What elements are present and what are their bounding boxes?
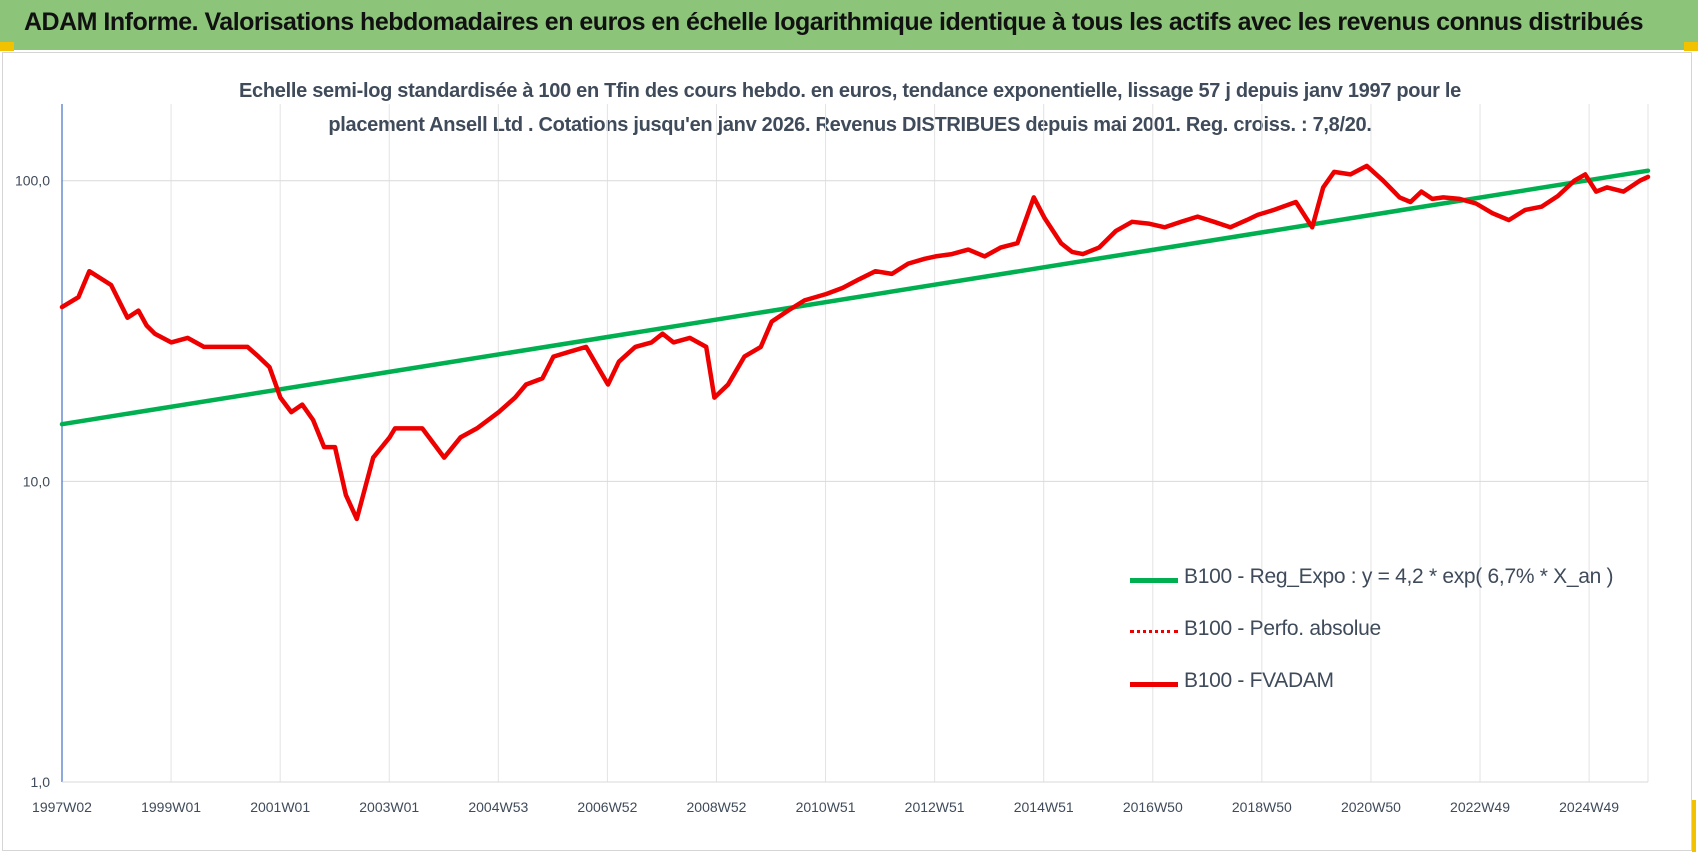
chart-subtitle-line-1: Echelle semi-log standardisée à 100 en T… — [239, 80, 1461, 102]
x-axis-tick-labels: 1997W02 1999W01 2001W01 2003W01 2004W53 2006W… — [32, 799, 1619, 815]
legend-item-performance: B100 - Perfo. absolue — [1130, 614, 1650, 666]
corner-mark-top-left — [0, 42, 14, 51]
side-mark-right — [1692, 800, 1696, 852]
corner-mark-top-right — [1684, 42, 1698, 51]
page-title: ADAM Informe. Valorisations hebdomadaire… — [24, 8, 1643, 36]
regression-line — [59, 168, 1651, 427]
x-tick-label: 2012W51 — [905, 799, 965, 815]
x-tick-label: 2020W50 — [1341, 799, 1401, 815]
x-tick-label: 1997W02 — [32, 799, 92, 815]
x-tick-label: 2024W49 — [1559, 799, 1619, 815]
legend-label-regression: B100 - Reg_Expo : y = 4,2 * exp( 6,7% * … — [1184, 565, 1614, 588]
x-tick-label: 1999W01 — [141, 799, 201, 815]
x-tick-label: 2001W01 — [250, 799, 310, 815]
x-tick-label: 2004W53 — [468, 799, 528, 815]
y-tick-label: 1,0 — [31, 774, 51, 790]
chart-subtitle: Echelle semi-log standardisée à 100 en T… — [150, 74, 1550, 142]
y-axis-tick-labels: 1,0 10,0 100,0 — [15, 173, 50, 790]
legend-symbol-performance — [1130, 630, 1178, 633]
y-tick-label: 10,0 — [23, 473, 50, 489]
legend-item-regression: B100 - Reg_Expo : y = 4,2 * exp( 6,7% * … — [1130, 562, 1650, 614]
legend-symbol-regression — [1130, 578, 1178, 583]
fvadam-line — [59, 163, 1651, 522]
legend-label-fvadam: B100 - FVADAM — [1184, 669, 1334, 692]
header-bar: ADAM Informe. Valorisations hebdomadaire… — [0, 0, 1698, 50]
x-tick-label: 2008W52 — [687, 799, 747, 815]
chart-frame — [2, 52, 1692, 851]
x-tick-label: 2022W49 — [1450, 799, 1510, 815]
y-tick-label: 100,0 — [15, 173, 50, 189]
legend-symbol-fvadam — [1130, 682, 1178, 687]
x-tick-label: 2018W50 — [1232, 799, 1292, 815]
x-tick-label: 2006W52 — [577, 799, 637, 815]
x-tick-label: 2003W01 — [359, 799, 419, 815]
axes — [61, 104, 1648, 783]
series-lines — [59, 163, 1651, 522]
legend-label-performance: B100 - Perfo. absolue — [1184, 617, 1381, 640]
legend-item-fvadam: B100 - FVADAM — [1130, 666, 1650, 718]
x-tick-label: 2016W50 — [1123, 799, 1183, 815]
chart-legend: B100 - Reg_Expo : y = 4,2 * exp( 6,7% * … — [1130, 562, 1650, 718]
x-tick-label: 2014W51 — [1014, 799, 1074, 815]
x-tick-label: 2010W51 — [796, 799, 856, 815]
chart-subtitle-line-2: placement Ansell Ltd . Cotations jusqu'e… — [328, 114, 1372, 136]
